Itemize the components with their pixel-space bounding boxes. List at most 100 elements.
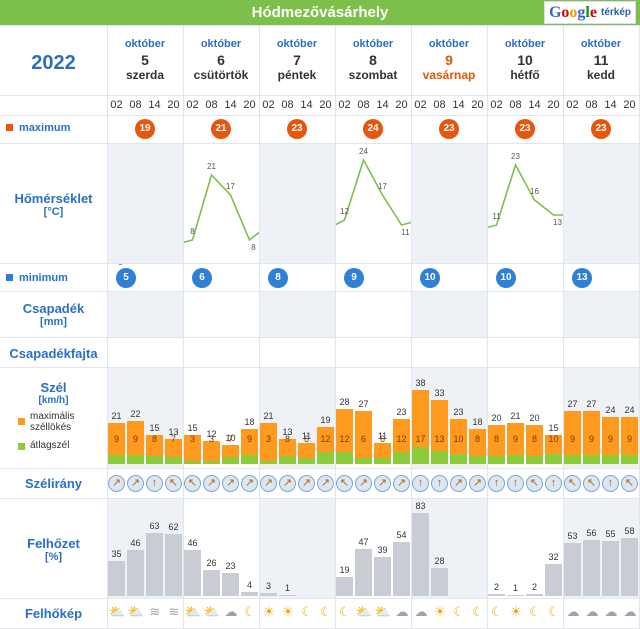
wind-avg-bar [545,454,562,464]
row-divider [0,337,640,338]
wind-gust-value: 18 [244,416,255,427]
cloud-bar [507,595,524,596]
wind-avg-bar [621,455,638,464]
day-number: 7 [293,52,301,68]
wind-avg-bar [279,456,296,464]
wind-direction-icon: ↑ [431,475,448,492]
google-map-link[interactable]: Google térkép [543,1,636,24]
min-temp-badge: 5 [116,268,136,288]
day-month: október [580,38,622,50]
hour-label: 02 [186,99,199,111]
wind-avg-value: 12 [396,434,407,444]
day-month: október [428,38,470,50]
min-temp-badge: 10 [420,268,440,288]
temperature-value: 16 [530,187,539,196]
wind-direction-icon: ↖ [526,475,543,492]
wind-avg-bar [108,455,125,464]
hour-label: 02 [338,99,351,111]
wind-avg-bar [374,458,391,464]
wind-avg-bar [564,455,581,464]
hour-label: 20 [623,99,636,111]
wind-gust-bar [336,409,353,464]
wind-direction-icon: ↖ [564,475,581,492]
wind-avg-value: 12 [320,434,331,444]
wind-gust-value: 19 [320,414,331,425]
cloud-bar [165,534,182,596]
wind-gust-value: 18 [472,416,483,427]
cloud-value: 39 [377,545,388,555]
day-header: október 10 hétfő [487,25,563,95]
wind-avg-bar [431,451,448,464]
moon-icon: ☾ [339,604,351,619]
hour-label: 14 [300,99,313,111]
wind-gust-value: 24 [605,405,616,416]
wind-direction-icon: ↖ [165,475,182,492]
wind-avg-value: 10 [453,434,464,444]
cloud-value: 2 [493,582,499,592]
day-number: 11 [593,52,609,68]
wind-avg-value: 3 [265,434,271,444]
wind-avg-value: 8 [151,434,157,444]
wind-direction-icon: ↗ [203,475,220,492]
hour-label: 02 [566,99,579,111]
cloud-bar [108,561,125,596]
cloud-value: 2 [531,582,537,592]
wind-avg-value: 3 [189,434,195,444]
wind-direction-icon: ↑ [507,475,524,492]
temperature-line [115,157,631,256]
day-weekday: szombat [348,68,398,82]
day-divider [259,25,260,628]
wind-gust-bar [507,423,524,464]
wind-gust-value: 27 [358,399,369,410]
wind-gust-value: 11 [301,430,312,441]
day-month: október [276,38,318,50]
row-divider [0,143,640,144]
wind-avg-value: 6 [360,434,366,444]
wind-gust-value: 22 [130,409,141,420]
fog-icon: ≋ [168,604,180,619]
moon-icon: ☾ [472,604,484,619]
cloud-bar [260,593,277,596]
cloud-value: 62 [168,522,179,532]
wind-gust-bar [127,421,144,464]
hour-label: 14 [376,99,389,111]
day-header: október 7 péntek [259,25,335,95]
wind-avg-bar [298,458,315,464]
wind-avg-bar [184,461,201,464]
day-header: október 9 vasárnap [411,25,487,95]
day-weekday: csütörtök [193,68,249,82]
wind-gust-value: 28 [339,397,350,408]
cloud-value: 1 [512,583,518,593]
wind-direction-icon: ↖ [184,475,201,492]
day-divider [563,25,564,628]
wind-gust-value: 12 [206,428,217,439]
day-month: október [200,38,242,50]
wind-avg-bar [260,461,277,464]
cloud-bar [393,542,410,596]
wind-gust-bar [583,411,600,464]
temperature-value: 17 [378,182,387,191]
cloud-bar [146,533,163,596]
row-divider [0,291,640,292]
cloud-bar [412,513,429,596]
cloud-bar [336,577,353,596]
hour-label: 08 [129,99,142,111]
wind-gust-bar [526,425,543,464]
moon-icon: ☾ [548,604,560,619]
cloud-sun-icon: ⛅ [374,604,392,619]
cloud-picture-label: Felhőkép [0,606,107,621]
wind-gust-value: 13 [168,426,179,437]
day-band [260,291,335,337]
cloud-bar [545,564,562,596]
wind-gust-legend: maximális széllökés [0,411,107,433]
wind-direction-icon: ↑ [146,475,163,492]
day-number: 5 [141,52,149,68]
cloud-value: 47 [358,537,369,547]
wind-avg-value: 3 [208,434,214,444]
cloud-bar [203,570,220,596]
cloud-bar [621,538,638,596]
temperature-label: Hőmérséklet [°C] [0,191,107,218]
wind-direction-icon: ↑ [488,475,505,492]
hour-label: 14 [224,99,237,111]
wind-direction-icon: ↗ [222,475,239,492]
